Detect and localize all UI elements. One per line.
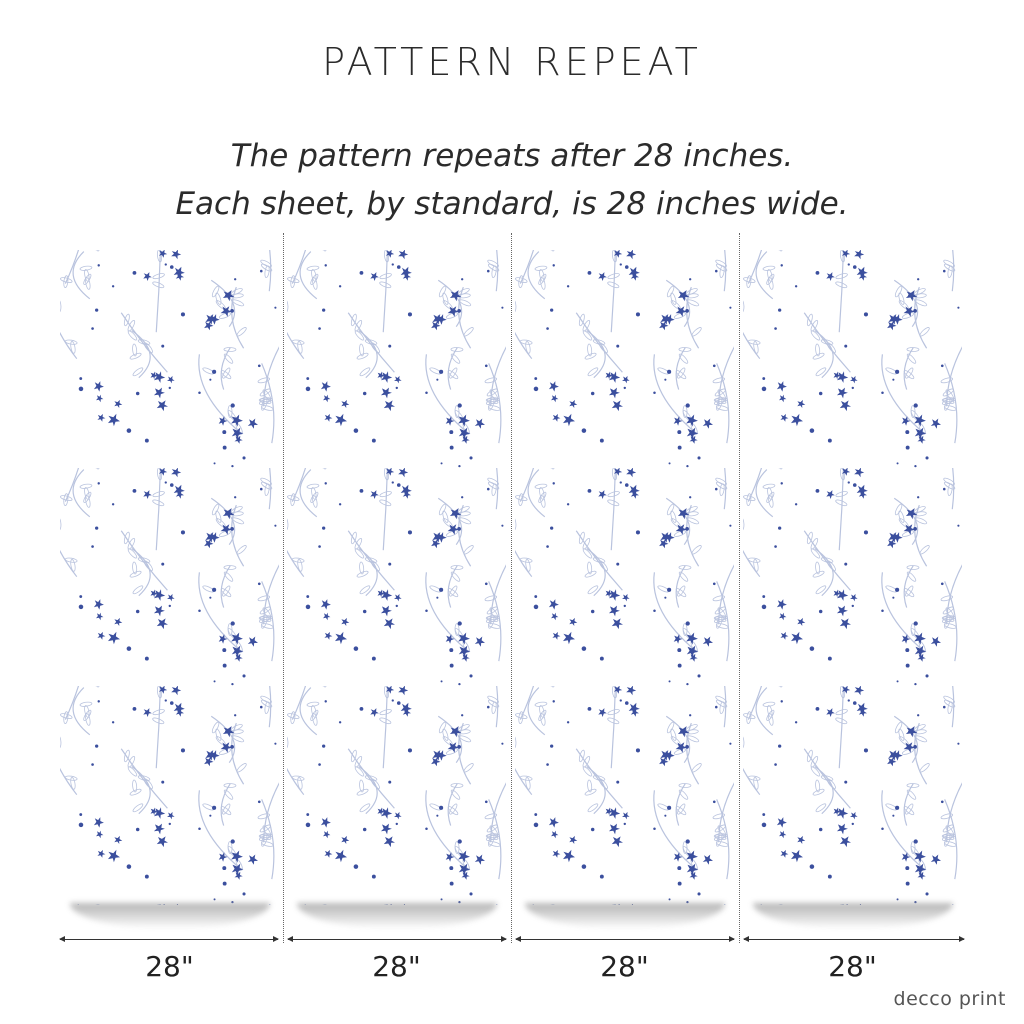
sheet-width-label: 28" xyxy=(145,950,194,983)
brand-logo: decco print xyxy=(893,988,1006,1010)
sheet-shadow xyxy=(525,903,725,929)
sheet-width-label: 28" xyxy=(372,950,421,983)
sheet-shadow xyxy=(70,903,270,929)
sheet-width-label: 28" xyxy=(828,950,877,983)
repeat-description: The pattern repeats after 28 inches. xyxy=(230,138,794,174)
sheet-divider xyxy=(739,233,740,943)
wallpaper-sheet-1 xyxy=(60,250,279,905)
floral-pattern xyxy=(743,250,962,905)
width-arrow xyxy=(287,936,507,942)
wallpaper-sheet-3 xyxy=(515,250,734,905)
width-arrow xyxy=(743,936,965,942)
page-title: PATTERN REPEAT xyxy=(322,40,702,84)
floral-pattern xyxy=(515,250,734,905)
wallpaper-sheet-4 xyxy=(743,250,962,905)
width-arrow xyxy=(59,936,279,942)
floral-pattern xyxy=(60,250,279,905)
width-arrow xyxy=(515,936,735,942)
sheet-divider xyxy=(511,233,512,943)
wallpaper-sheet-2 xyxy=(287,250,506,905)
sheet-shadow xyxy=(297,903,497,929)
sheet-width-description: Each sheet, by standard, is 28 inches wi… xyxy=(175,186,849,222)
sheet-shadow xyxy=(753,903,953,929)
sheet-width-label: 28" xyxy=(600,950,649,983)
sheet-divider xyxy=(283,233,284,943)
floral-pattern xyxy=(287,250,506,905)
